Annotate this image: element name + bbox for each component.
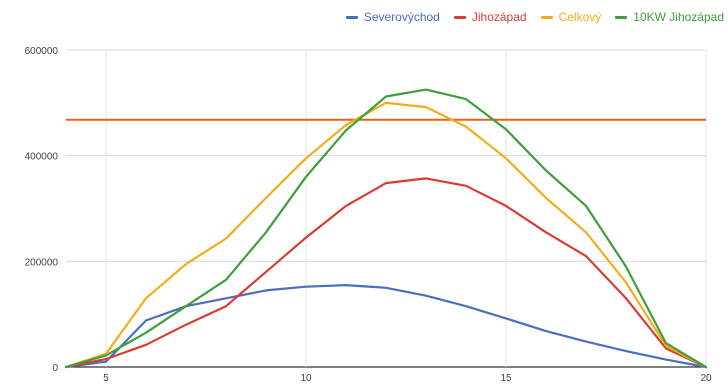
grid <box>66 49 707 368</box>
legend-item-10kw-jihozapad[interactable]: 10KW Jihozápad <box>615 10 724 24</box>
y-tick-label: 0 <box>52 363 58 374</box>
y-tick-label: 400000 <box>25 152 59 163</box>
legend-label: Severovýchod <box>363 10 440 24</box>
x-tick-label: 10 <box>300 373 312 384</box>
series-line <box>64 88 708 369</box>
legend-item-celkovy[interactable]: Celkový <box>540 10 602 24</box>
y-tick-label: 200000 <box>25 257 59 268</box>
legend-item-severovychod[interactable]: Severovýchod <box>345 10 440 24</box>
x-tick-label: 20 <box>700 373 712 384</box>
x-tick-label: 5 <box>103 373 109 384</box>
legend-swatch <box>345 15 358 19</box>
x-tick-label: 15 <box>500 373 512 384</box>
y-axis-ticks: 0 200000 400000 600000 <box>25 46 59 374</box>
x-axis-ticks: 5 10 15 20 <box>103 373 712 384</box>
legend: Severovýchod Jihozápad Celkový 10KW Jiho… <box>345 10 724 24</box>
series-line <box>64 177 708 369</box>
series-line <box>64 284 708 369</box>
legend-label: Celkový <box>558 10 602 24</box>
legend-swatch <box>540 15 553 19</box>
legend-swatch <box>453 15 466 19</box>
legend-label: Jihozápad <box>471 10 527 24</box>
legend-swatch <box>615 15 628 19</box>
legend-label: 10KW Jihozápad <box>633 10 724 24</box>
series-lines <box>64 88 708 369</box>
series-line <box>64 101 708 369</box>
y-tick-label: 600000 <box>25 46 59 57</box>
legend-item-jihozapad[interactable]: Jihozápad <box>453 10 527 24</box>
